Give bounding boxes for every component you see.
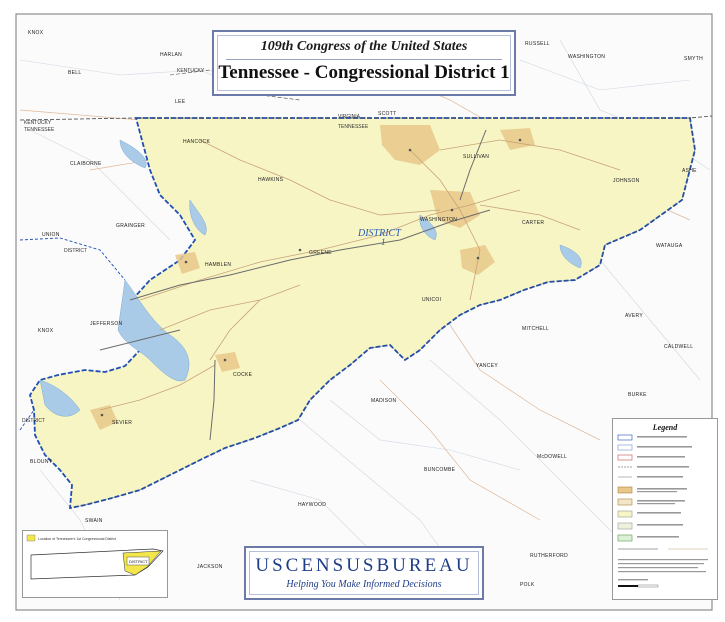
county-label-jackson: JACKSON <box>197 564 223 570</box>
legend-panel: Legend <box>612 418 718 600</box>
title-divider <box>226 59 502 60</box>
interstate-highways <box>99 129 491 441</box>
county-label-washington-va: WASHINGTON <box>568 54 605 60</box>
county-label-jefferson: JEFFERSON <box>90 321 123 327</box>
neighbor-district-boundary-south <box>19 409 35 431</box>
county-label-rutherford: RUTHERFORD <box>530 553 568 559</box>
county-label-hancock: HANCOCK <box>183 139 210 145</box>
state-label-kentucky-north: KENTUCKY <box>177 68 205 74</box>
county-label-buncombe: BUNCOMBE <box>424 467 456 473</box>
county-label-blount: BLOUNT <box>30 459 52 465</box>
county-label-johnson: JOHNSON <box>613 178 640 184</box>
county-label-polk: POLK <box>520 582 535 588</box>
county-label-yancey: YANCEY <box>476 363 498 369</box>
county-seat-dots <box>100 138 522 417</box>
county-label-grainger: GRAINGER <box>116 223 145 229</box>
county-label-knox-ky: KNOX <box>28 30 44 36</box>
legend-symbols <box>617 434 708 588</box>
county-label-ashe: ASHE <box>682 168 697 174</box>
census-bureau-panel: USCENSUSBUREAU Helping You Make Informed… <box>244 546 484 600</box>
county-label-cocke: COCKE <box>233 372 253 378</box>
district-number: 1 <box>381 237 386 247</box>
county-label-swain: SWAIN <box>85 518 103 524</box>
state-labels: KENTUCKY TENNESSEE VIRGINIA TENNESSEE KE… <box>24 68 369 133</box>
locator-map: Location of Tennessee's 1st Congressiona… <box>26 534 164 580</box>
state-border-tn-nc <box>69 117 696 509</box>
state-border-ky-va-tn <box>19 115 713 121</box>
state-label-tennessee: TENNESSEE <box>338 124 369 130</box>
county-label-sevier: SEVIER <box>112 420 132 426</box>
county-label-union: UNION <box>42 232 60 238</box>
county-label-lee: LEE <box>175 99 186 105</box>
county-label-harlan: HARLAN <box>160 52 182 58</box>
neighbor-district-label-south: DISTRICT <box>22 418 45 424</box>
title-panel: 109th Congress of the United States Tenn… <box>212 30 516 96</box>
county-label-claiborne: CLAIBORNE <box>70 161 102 167</box>
state-label-virginia: VIRGINIA <box>338 114 361 120</box>
district-roads <box>99 139 621 411</box>
district-label: DISTRICT <box>357 228 402 239</box>
county-label-unicoi: UNICOI <box>422 297 441 303</box>
congress-title: 109th Congress of the United States <box>260 39 468 54</box>
county-label-mitchell: MITCHELL <box>522 326 549 332</box>
locator-inset: Location of Tennessee's 1st Congressiona… <box>22 530 168 598</box>
county-label-avery: AVERY <box>625 313 643 319</box>
county-label-hamblen: HAMBLEN <box>205 262 231 268</box>
county-label-bell: BELL <box>68 70 81 76</box>
water-bodies <box>39 139 582 417</box>
state-label-kentucky: KENTUCKY <box>24 120 52 126</box>
census-logo-text: USCENSUSBUREAU <box>255 555 473 576</box>
county-label-knox: KNOX <box>38 328 54 334</box>
inset-district-label: DISTRICT <box>129 559 148 564</box>
county-label-sullivan: SULLIVAN <box>463 154 489 160</box>
county-label-watauga: WATAUGA <box>656 243 683 249</box>
county-label-russell: RUSSELL <box>525 41 550 47</box>
state-label-tennessee-west: TENNESSEE <box>24 127 55 133</box>
county-label-haywood: HAYWOOD <box>298 502 326 508</box>
county-label-carter: CARTER <box>522 220 544 226</box>
district-title: Tennessee - Congressional District 1 <box>218 62 510 83</box>
inset-caption: Location of Tennessee's 1st Congressiona… <box>38 537 116 541</box>
county-label-burke: BURKE <box>628 392 647 398</box>
neighbor-district-label-north: DISTRICT <box>64 248 87 254</box>
urban-areas <box>90 125 535 430</box>
county-label-caldwell: CALDWELL <box>664 344 693 350</box>
county-label-washington: WASHINGTON <box>420 217 457 223</box>
census-tagline: Helping You Make Informed Decisions <box>286 579 442 590</box>
county-label-madison: MADISON <box>371 398 397 404</box>
county-label-scott: SCOTT <box>378 111 396 117</box>
county-label-smyth: SMYTH <box>684 56 703 62</box>
county-label-hawkins: HAWKINS <box>258 177 284 183</box>
county-label-mcdowell: McDOWELL <box>537 454 567 460</box>
legend-title: Legend <box>652 423 678 432</box>
neighbor-district-boundary <box>19 237 126 281</box>
county-label-greene: GREENE <box>309 250 332 256</box>
